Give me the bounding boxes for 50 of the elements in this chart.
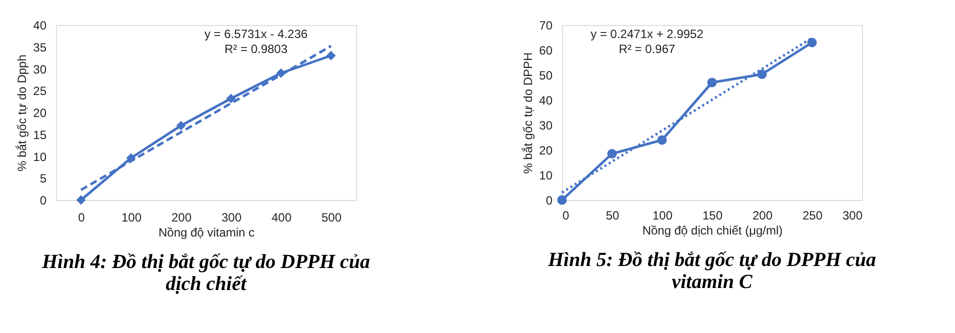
annotation: R² = 0.9803 [224, 42, 288, 56]
point [657, 135, 667, 145]
y-tick-label: 0 [546, 194, 553, 208]
x-tick-label: 0 [562, 208, 570, 222]
x-tick-label: 300 [221, 210, 242, 224]
x-tick-label: 0 [78, 210, 86, 224]
x-tick-label: 200 [752, 208, 773, 222]
x-tick-label: 500 [321, 210, 342, 224]
point [707, 78, 717, 88]
y-tick-label: 35 [33, 40, 47, 54]
y-tick-label: 30 [33, 62, 47, 76]
y-tick-label: 15 [33, 128, 47, 142]
point [226, 94, 236, 104]
annotation: R² = 0.967 [618, 42, 676, 56]
point [176, 120, 186, 130]
annotation: y = 6.5731x - 4.236 [204, 27, 308, 41]
x-tick-label: 50 [606, 208, 620, 222]
y-tick-label: 10 [33, 150, 47, 164]
annotation: y = 0.2471x + 2.9952 [590, 27, 704, 41]
y-tick-label: 5 [40, 172, 47, 186]
y-tick-label: 40 [33, 18, 47, 32]
y-tick-label: 70 [539, 18, 553, 32]
x-tick-label: 150 [702, 208, 723, 222]
point [76, 195, 86, 205]
y-tick-label: 50 [539, 68, 553, 82]
y-tick-label: 0 [40, 194, 47, 208]
x-tick-label: 400 [271, 210, 292, 224]
text: Hình 5: Đồ thị bắt gốc tự do DPPH của vitamin C [546, 249, 876, 293]
y-tick-label: 40 [539, 94, 553, 108]
point [807, 38, 817, 48]
x-tick-label: 100 [652, 208, 673, 222]
point [557, 195, 567, 205]
x-tick-label: 300 [842, 208, 863, 222]
x-tick-label: 100 [121, 210, 142, 224]
point [326, 50, 336, 60]
x-tick-label: 250 [802, 208, 823, 222]
point [757, 70, 767, 79]
x-axis-title: Nồng độ vitamin c [158, 226, 255, 240]
y-axis-title: % bắt gốc tự do Dpph [15, 54, 30, 172]
y-tick-label: 25 [33, 84, 47, 98]
y-tick-label: 60 [539, 44, 553, 58]
y-tick-label: 10 [539, 168, 553, 182]
x-tick-label: 200 [171, 210, 192, 224]
x-axis-title: Nồng độ dịch chiết (μg/ml) [642, 224, 783, 238]
point [607, 149, 617, 158]
y-tick-label: 20 [539, 144, 553, 158]
text: Hình 4: Đồ thị bắt gốc tự do DPPH của dịch chiết [40, 251, 370, 295]
y-tick-label: 20 [33, 106, 47, 120]
y-axis-title: % bắt gốc tự do DPPH [521, 52, 536, 174]
y-tick-label: 30 [539, 118, 553, 132]
